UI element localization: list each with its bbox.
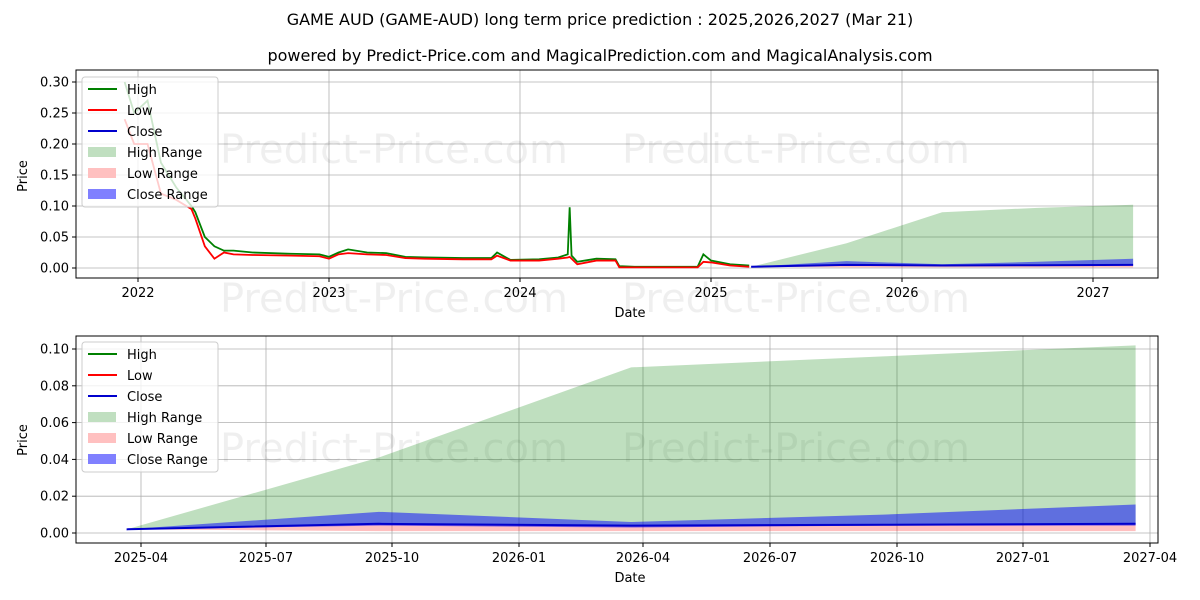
chart-subtitle: powered by Predict-Price.com and Magical… bbox=[267, 46, 933, 65]
ytick-label: 0.05 bbox=[40, 231, 69, 246]
watermark: Predict-Price.com bbox=[220, 426, 568, 472]
legend-label: Close Range bbox=[127, 453, 208, 468]
legend-swatch-close-range bbox=[88, 454, 116, 464]
xtick-label: 2025 bbox=[694, 286, 727, 301]
legend-swatch-high-range bbox=[88, 147, 116, 157]
ytick-label: 0.02 bbox=[40, 490, 69, 505]
legend-label: High bbox=[127, 348, 157, 363]
legend-label: Low Range bbox=[127, 167, 198, 182]
legend-label: Close bbox=[127, 390, 162, 405]
xtick-label: 2027 bbox=[1076, 286, 1109, 301]
legend-label: Low Range bbox=[127, 432, 198, 447]
bottom-series bbox=[126, 345, 1136, 532]
legend-label: High Range bbox=[127, 411, 202, 426]
high-range-area bbox=[751, 204, 1134, 267]
xtick-label: 2027-04 bbox=[1123, 551, 1177, 566]
legend-label: Close Range bbox=[127, 188, 208, 203]
ytick-label: 0.25 bbox=[40, 107, 69, 122]
xtick-label: 2027-01 bbox=[996, 551, 1050, 566]
xtick-label: 2026-10 bbox=[870, 551, 924, 566]
ytick-label: 0.00 bbox=[40, 527, 69, 542]
ytick-label: 0.06 bbox=[40, 416, 69, 431]
legend-label: Low bbox=[127, 104, 153, 119]
xtick-label: 2023 bbox=[312, 286, 345, 301]
top-ylabel: Price bbox=[16, 160, 31, 192]
top-chart: Predict-Price.com Predict-Price.com Pred… bbox=[16, 69, 1159, 322]
ytick-label: 0.00 bbox=[40, 262, 69, 277]
legend-swatch-close-range bbox=[88, 189, 116, 199]
legend-swatch-low-range bbox=[88, 168, 116, 178]
low-line bbox=[123, 118, 750, 269]
bottom-plot-frame bbox=[75, 335, 1159, 544]
ytick-label: 0.20 bbox=[40, 138, 69, 153]
bottom-chart: Predict-Price.com Predict-Price.com 0.00… bbox=[16, 335, 1177, 586]
bottom-ylabel: Price bbox=[16, 424, 31, 456]
ytick-label: 0.04 bbox=[40, 453, 69, 468]
bottom-grid bbox=[76, 336, 1158, 543]
xtick-label: 2026-04 bbox=[616, 551, 670, 566]
xtick-label: 2025-04 bbox=[114, 551, 168, 566]
high-range-area bbox=[126, 345, 1136, 530]
legend-label: Low bbox=[127, 369, 153, 384]
bottom-ticks: 0.00 0.02 0.04 0.06 0.08 0.10 2025-04 2025-07 20… bbox=[40, 343, 1177, 567]
top-grid bbox=[76, 70, 1158, 278]
top-legend: High Low Close High Range Low Range Close Ran… bbox=[81, 76, 219, 208]
legend-label: High Range bbox=[127, 146, 202, 161]
xtick-label: 2025-07 bbox=[239, 551, 293, 566]
xtick-label: 2022 bbox=[121, 286, 154, 301]
legend-label: High bbox=[127, 83, 157, 98]
watermark: Predict-Price.com bbox=[220, 276, 568, 322]
ytick-label: 0.15 bbox=[40, 169, 69, 184]
watermark: Predict-Price.com bbox=[220, 127, 568, 173]
xtick-label: 2024 bbox=[503, 286, 536, 301]
xtick-label: 2026-07 bbox=[743, 551, 797, 566]
bottom-legend: High Low Close High Range Low Range Close Ran… bbox=[81, 341, 219, 473]
chart-title: GAME AUD (GAME-AUD) long term price pred… bbox=[286, 10, 914, 29]
close-line bbox=[751, 263, 1134, 268]
watermark: Predict-Price.com bbox=[622, 127, 970, 173]
xtick-label: 2026 bbox=[885, 286, 918, 301]
watermark: Predict-Price.com bbox=[622, 276, 970, 322]
top-series bbox=[123, 81, 1134, 269]
ytick-label: 0.10 bbox=[40, 343, 69, 358]
ytick-label: 0.30 bbox=[40, 76, 69, 91]
legend-swatch-high-range bbox=[88, 412, 116, 422]
close-line bbox=[126, 522, 1136, 531]
watermark: Predict-Price.com bbox=[622, 426, 970, 472]
legend-swatch-low-range bbox=[88, 433, 116, 443]
legend-label: Close bbox=[127, 125, 162, 140]
bottom-xlabel: Date bbox=[614, 571, 645, 586]
top-ticks: 0.00 0.05 0.10 0.15 0.20 0.25 0.30 2022 2023 2024… bbox=[40, 76, 1110, 302]
ytick-label: 0.08 bbox=[40, 379, 69, 394]
xtick-label: 2025-10 bbox=[365, 551, 419, 566]
top-xlabel: Date bbox=[614, 306, 645, 321]
high-line bbox=[123, 81, 750, 268]
xtick-label: 2026-01 bbox=[492, 551, 546, 566]
ytick-label: 0.10 bbox=[40, 200, 69, 215]
top-plot-frame bbox=[75, 69, 1159, 279]
